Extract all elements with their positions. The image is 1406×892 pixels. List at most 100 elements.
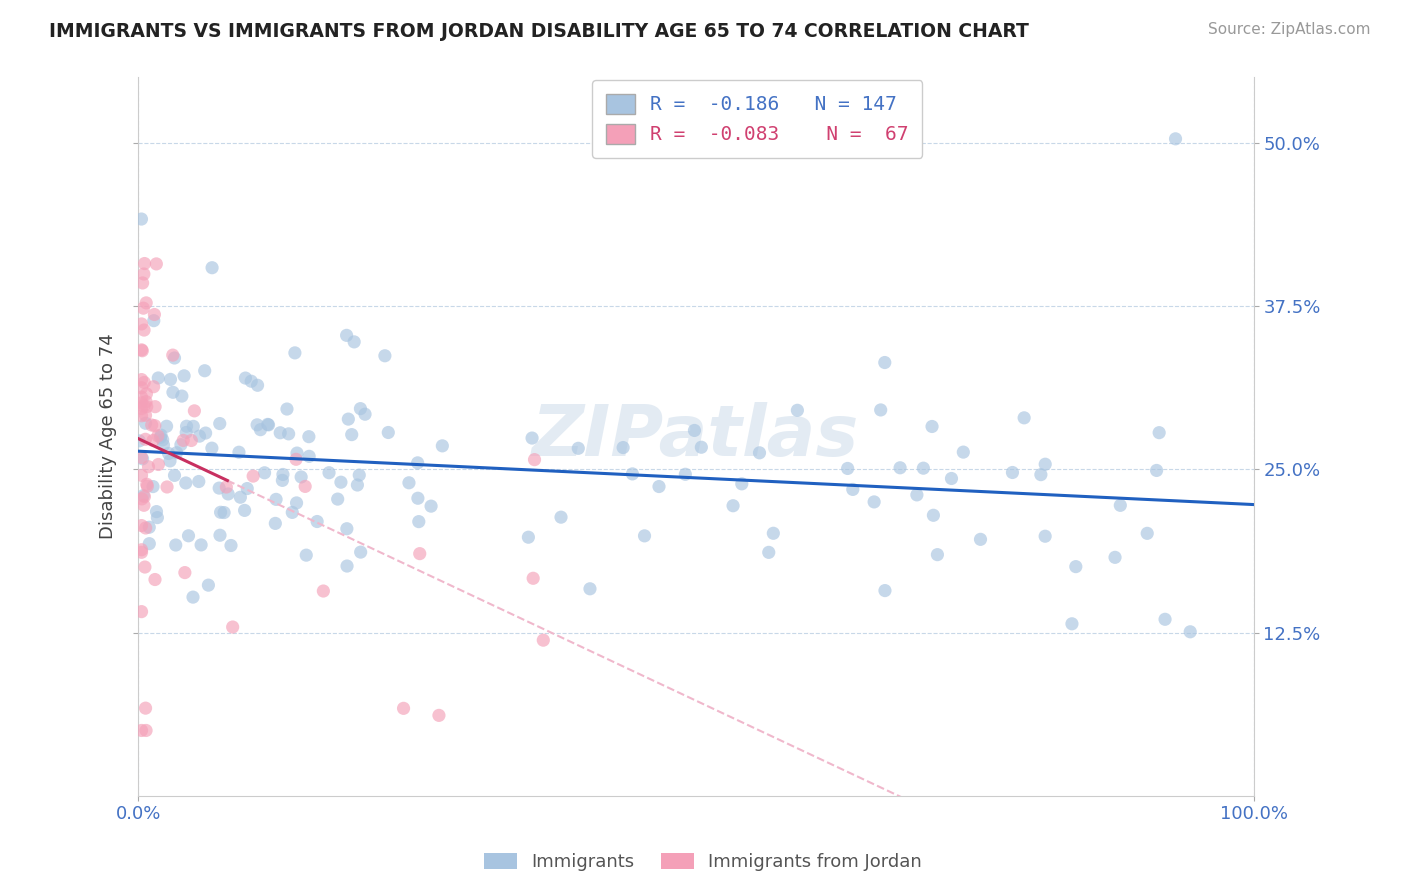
Point <box>183 404 205 418</box>
Point <box>170 389 193 403</box>
Point <box>131 212 153 227</box>
Point <box>731 476 754 491</box>
Point <box>346 478 368 492</box>
Point <box>135 723 157 738</box>
Point <box>236 482 259 496</box>
Point <box>307 515 329 529</box>
Point <box>172 434 194 448</box>
Point <box>271 467 294 482</box>
Point <box>235 371 257 385</box>
Point <box>159 372 181 386</box>
Point <box>249 423 271 437</box>
Point <box>135 701 157 715</box>
Point <box>152 438 174 452</box>
Point <box>398 475 420 490</box>
Point <box>922 508 945 523</box>
Point <box>264 516 287 531</box>
Point <box>290 470 312 484</box>
Point <box>131 605 153 619</box>
Point <box>337 412 360 426</box>
Point <box>148 458 170 472</box>
Point <box>138 459 160 474</box>
Point <box>131 396 153 410</box>
Point <box>1001 466 1024 480</box>
Point <box>149 430 172 444</box>
Point <box>135 417 157 431</box>
Point <box>143 308 166 322</box>
Point <box>427 708 450 723</box>
Point <box>212 506 235 520</box>
Point <box>215 480 238 494</box>
Point <box>132 301 155 315</box>
Point <box>336 559 359 574</box>
Point <box>377 425 399 440</box>
Point <box>520 431 543 445</box>
Point <box>1033 457 1056 471</box>
Point <box>837 461 859 475</box>
Point <box>138 520 160 534</box>
Point <box>873 583 896 598</box>
Point <box>786 403 808 417</box>
Point <box>648 479 671 493</box>
Point <box>219 539 242 553</box>
Point <box>221 620 243 634</box>
Point <box>142 434 165 448</box>
Point <box>131 317 153 331</box>
Point <box>633 529 655 543</box>
Point <box>131 276 153 290</box>
Point <box>264 492 287 507</box>
Point <box>177 529 200 543</box>
Point <box>159 454 181 468</box>
Point <box>134 432 156 446</box>
Point <box>173 368 195 383</box>
Point <box>131 723 153 738</box>
Point <box>285 452 308 467</box>
Point <box>721 499 744 513</box>
Point <box>134 490 156 504</box>
Point <box>157 446 180 460</box>
Point <box>326 492 349 507</box>
Y-axis label: Disability Age 65 to 74: Disability Age 65 to 74 <box>100 334 117 540</box>
Point <box>228 445 250 459</box>
Point <box>343 334 366 349</box>
Point <box>142 380 165 394</box>
Point <box>152 433 174 447</box>
Point <box>349 401 371 416</box>
Point <box>612 441 634 455</box>
Point <box>690 440 713 454</box>
Point <box>1180 624 1202 639</box>
Point <box>233 503 256 517</box>
Point <box>135 521 157 535</box>
Point <box>522 571 544 585</box>
Point <box>1146 463 1168 477</box>
Point <box>194 364 217 378</box>
Point <box>131 545 153 559</box>
Point <box>842 483 865 497</box>
Point <box>256 417 278 432</box>
Point <box>209 505 232 519</box>
Point <box>246 378 269 392</box>
Point <box>131 373 153 387</box>
Point <box>1012 410 1035 425</box>
Point <box>180 434 202 448</box>
Point <box>201 441 224 455</box>
Point <box>132 323 155 337</box>
Point <box>246 417 269 432</box>
Point <box>1064 559 1087 574</box>
Point <box>1104 550 1126 565</box>
Point <box>135 409 157 423</box>
Point <box>141 417 163 432</box>
Point <box>517 530 540 544</box>
Point <box>240 374 263 388</box>
Point <box>242 469 264 483</box>
Point <box>969 533 991 547</box>
Point <box>621 467 644 481</box>
Point <box>905 488 928 502</box>
Point <box>406 456 429 470</box>
Point <box>135 296 157 310</box>
Point <box>277 426 299 441</box>
Point <box>143 418 166 433</box>
Point <box>550 510 572 524</box>
Point <box>132 267 155 281</box>
Point <box>336 328 359 343</box>
